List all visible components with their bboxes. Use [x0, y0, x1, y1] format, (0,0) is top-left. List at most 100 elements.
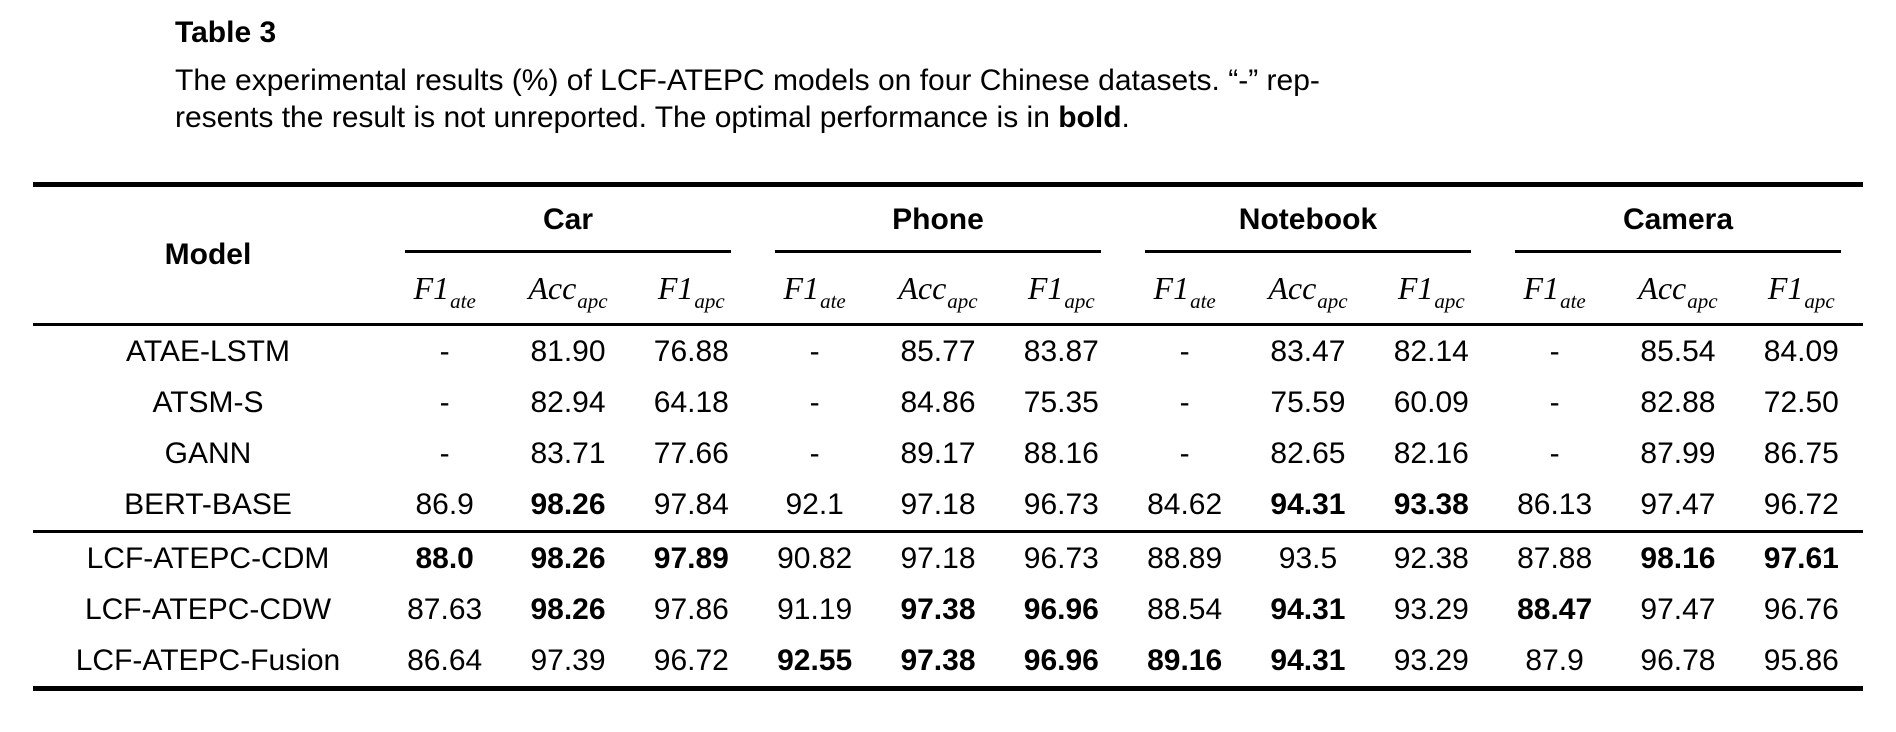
table-row: LCF-ATEPC-Fusion 86.64 97.39 96.72 92.55 97.3… — [33, 635, 1863, 689]
value-cell: 82.88 — [1640, 385, 1716, 419]
metric-header-f1-apc: F1apc — [1369, 253, 1493, 326]
value-cell: 88.0 — [415, 541, 474, 575]
value-cell: 93.29 — [1393, 643, 1469, 677]
metric-base: Acc — [1268, 269, 1317, 306]
group-label: Phone — [892, 203, 984, 236]
table-caption-label: Table 3 — [175, 16, 277, 49]
metric-base: F1 — [1397, 269, 1434, 306]
metric-subscript: apc — [694, 288, 725, 313]
value-cell: 85.54 — [1640, 334, 1716, 368]
value-cell: - — [1179, 436, 1190, 470]
value-cell: 96.96 — [1023, 592, 1099, 626]
value-cell: 97.89 — [653, 541, 729, 575]
value-cell: 98.26 — [530, 592, 606, 626]
metric-subscript: ate — [820, 288, 846, 313]
value-cell: 82.65 — [1270, 436, 1346, 470]
value-cell: 96.72 — [1739, 479, 1863, 533]
metric-subscript: ate — [450, 288, 476, 313]
value-cell: 92.38 — [1393, 541, 1469, 575]
model-cell: GANN — [164, 436, 252, 470]
value-cell: - — [1179, 385, 1190, 419]
value-cell: 96.78 — [1640, 643, 1716, 677]
metric-base: F1 — [783, 269, 820, 306]
value-cell: 82.16 — [1393, 436, 1469, 470]
value-cell: 93.29 — [1393, 592, 1469, 626]
group-underline-rule — [1514, 250, 1841, 253]
table-row: LCF-ATEPC-CDW 87.63 98.26 97.86 91.19 97.38 96… — [33, 584, 1863, 635]
group-header-camera: Camera — [1493, 185, 1863, 253]
metric-header-f1-apc: F1apc — [629, 253, 753, 326]
metric-header-f1-apc: F1apc — [999, 253, 1123, 326]
value-cell: 84.09 — [1763, 334, 1839, 368]
value-cell: 76.88 — [653, 334, 729, 368]
group-header-phone: Phone — [753, 185, 1123, 253]
metric-subscript: apc — [947, 288, 978, 313]
value-cell: 94.31 — [1246, 479, 1370, 533]
group-underline-rule — [774, 250, 1101, 253]
table-row: ATSM-S - 82.94 64.18 - 84.86 75.35 - 75.59 60.09 -… — [33, 377, 1863, 428]
value-cell: - — [1549, 334, 1560, 368]
group-header-row: Model Car Phone Notebook Camera — [33, 184, 1863, 326]
value-cell: 87.88 — [1517, 541, 1593, 575]
value-cell: 96.73 — [1023, 541, 1099, 575]
value-cell: 88.16 — [1023, 436, 1099, 470]
value-cell: 98.16 — [1640, 541, 1716, 575]
value-cell: 93.5 — [1278, 541, 1338, 575]
results-table-body: ATAE-LSTM - 81.90 76.88 - 85.77 83.87 - 83.47 82.… — [33, 325, 1863, 689]
value-cell: 88.54 — [1147, 592, 1223, 626]
group-label: Camera — [1622, 203, 1734, 236]
value-cell: 84.86 — [900, 385, 976, 419]
value-cell: 91.19 — [777, 592, 853, 626]
value-cell: 85.77 — [900, 334, 976, 368]
value-cell: 75.59 — [1270, 385, 1346, 419]
caption-line-2: resents the result is not unreported. Th… — [175, 101, 1059, 134]
metric-base: F1 — [657, 269, 694, 306]
value-cell: 96.73 — [999, 479, 1123, 533]
value-cell: 94.31 — [1270, 592, 1346, 626]
value-cell: 83.87 — [1023, 334, 1099, 368]
value-cell: 98.26 — [530, 541, 606, 575]
table-caption: Table 3 The experimental results (%) of … — [175, 16, 1455, 136]
value-cell: 86.13 — [1492, 479, 1617, 533]
metric-subscript: apc — [1317, 288, 1348, 313]
value-cell: 87.9 — [1525, 643, 1584, 677]
metric-header-acc-apc: Accapc — [1616, 253, 1740, 326]
metric-header-acc-apc: Accapc — [876, 253, 1000, 326]
value-cell: - — [809, 334, 820, 368]
value-cell: 96.76 — [1763, 592, 1839, 626]
value-cell: 92.1 — [752, 479, 877, 533]
caption-bold-word: bold — [1058, 101, 1122, 134]
value-cell: 81.90 — [530, 334, 606, 368]
model-cell: LCF-ATEPC-Fusion — [75, 643, 341, 677]
value-cell: 97.47 — [1640, 592, 1716, 626]
value-cell: 96.72 — [653, 643, 729, 677]
value-cell: 97.38 — [900, 643, 976, 677]
model-cell: BERT-BASE — [33, 479, 383, 533]
model-cell: ATSM-S — [152, 385, 264, 419]
metric-base: Acc — [1638, 269, 1687, 306]
table-row: BERT-BASE 86.9 98.26 97.84 92.1 97.18 96.73 84.… — [33, 479, 1863, 533]
metric-subscript: apc — [1804, 288, 1835, 313]
metric-subscript: apc — [577, 288, 608, 313]
value-cell: 82.14 — [1393, 334, 1469, 368]
model-cell: LCF-ATEPC-CDW — [84, 592, 332, 626]
table-row: ATAE-LSTM - 81.90 76.88 - 85.77 83.87 - 83.47 82.… — [33, 325, 1863, 378]
value-cell: - — [439, 334, 450, 368]
value-cell: 92.55 — [777, 643, 853, 677]
value-cell: 97.39 — [530, 643, 606, 677]
metric-base: F1 — [1153, 269, 1190, 306]
value-cell: 60.09 — [1393, 385, 1469, 419]
value-cell: 86.64 — [407, 643, 483, 677]
value-cell: 97.18 — [876, 479, 1000, 533]
value-cell: 83.47 — [1270, 334, 1346, 368]
value-cell: - — [809, 385, 820, 419]
model-cell: LCF-ATEPC-CDM — [86, 541, 330, 575]
table-row: LCF-ATEPC-CDM 88.0 98.26 97.89 90.82 97.18 96.… — [33, 532, 1863, 585]
group-label: Notebook — [1238, 203, 1378, 236]
results-table: Model Car Phone Notebook Camera F1ate Acc… — [33, 182, 1863, 691]
value-cell: 86.9 — [383, 479, 507, 533]
metric-header-f1-ate: F1ate — [752, 253, 877, 326]
value-cell: - — [809, 436, 820, 470]
value-cell: 97.38 — [900, 592, 976, 626]
value-cell: 89.16 — [1147, 643, 1223, 677]
